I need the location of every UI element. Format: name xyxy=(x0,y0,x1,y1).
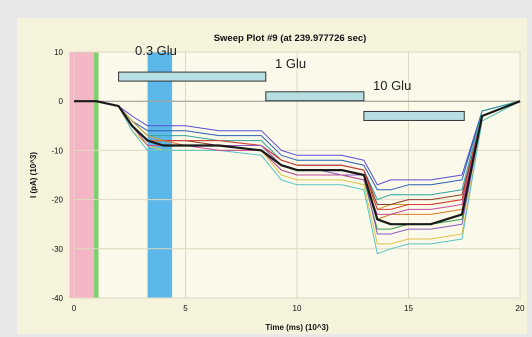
y-tick-label: -10 xyxy=(51,146,63,155)
stimulus-bar-1 xyxy=(265,91,365,102)
x-tick-label: 5 xyxy=(183,304,188,313)
y-tick-label: 0 xyxy=(59,97,64,106)
y-tick-label: -30 xyxy=(51,245,63,254)
sweep-trace-2 xyxy=(74,100,521,191)
y-axis-label: I (pA) (10^3) xyxy=(29,152,38,198)
stimulus-label-2: 10 Glu xyxy=(373,78,411,93)
sweep-trace-11 xyxy=(74,100,521,255)
sweep-trace-0 xyxy=(74,100,521,226)
x-tick-label: 20 xyxy=(516,304,525,313)
stimulus-bar-2 xyxy=(363,110,465,121)
y-tick-label: 10 xyxy=(54,48,63,57)
marker-band-0 xyxy=(69,52,95,298)
sweep-trace-10 xyxy=(74,100,521,245)
marker-band-2 xyxy=(147,52,173,298)
x-tick-label: 15 xyxy=(404,304,413,313)
stimulus-label-1: 1 Glu xyxy=(275,56,306,71)
chart-title: Sweep Plot #9 (at 239.977726 sec) xyxy=(214,33,367,44)
stimulus-bar-0 xyxy=(118,71,267,82)
y-tick-label: -40 xyxy=(51,294,63,303)
sweep-trace-1 xyxy=(74,100,521,186)
x-axis-label: Time (ms) (10^3) xyxy=(265,323,329,332)
y-tick-label: -20 xyxy=(51,196,63,205)
marker-band-1 xyxy=(94,52,99,298)
sweep-trace-12 xyxy=(74,100,521,215)
stimulus-label-0: 0.3 Glu xyxy=(135,43,177,58)
x-tick-label: 10 xyxy=(293,304,302,313)
x-tick-label: 0 xyxy=(72,304,77,313)
